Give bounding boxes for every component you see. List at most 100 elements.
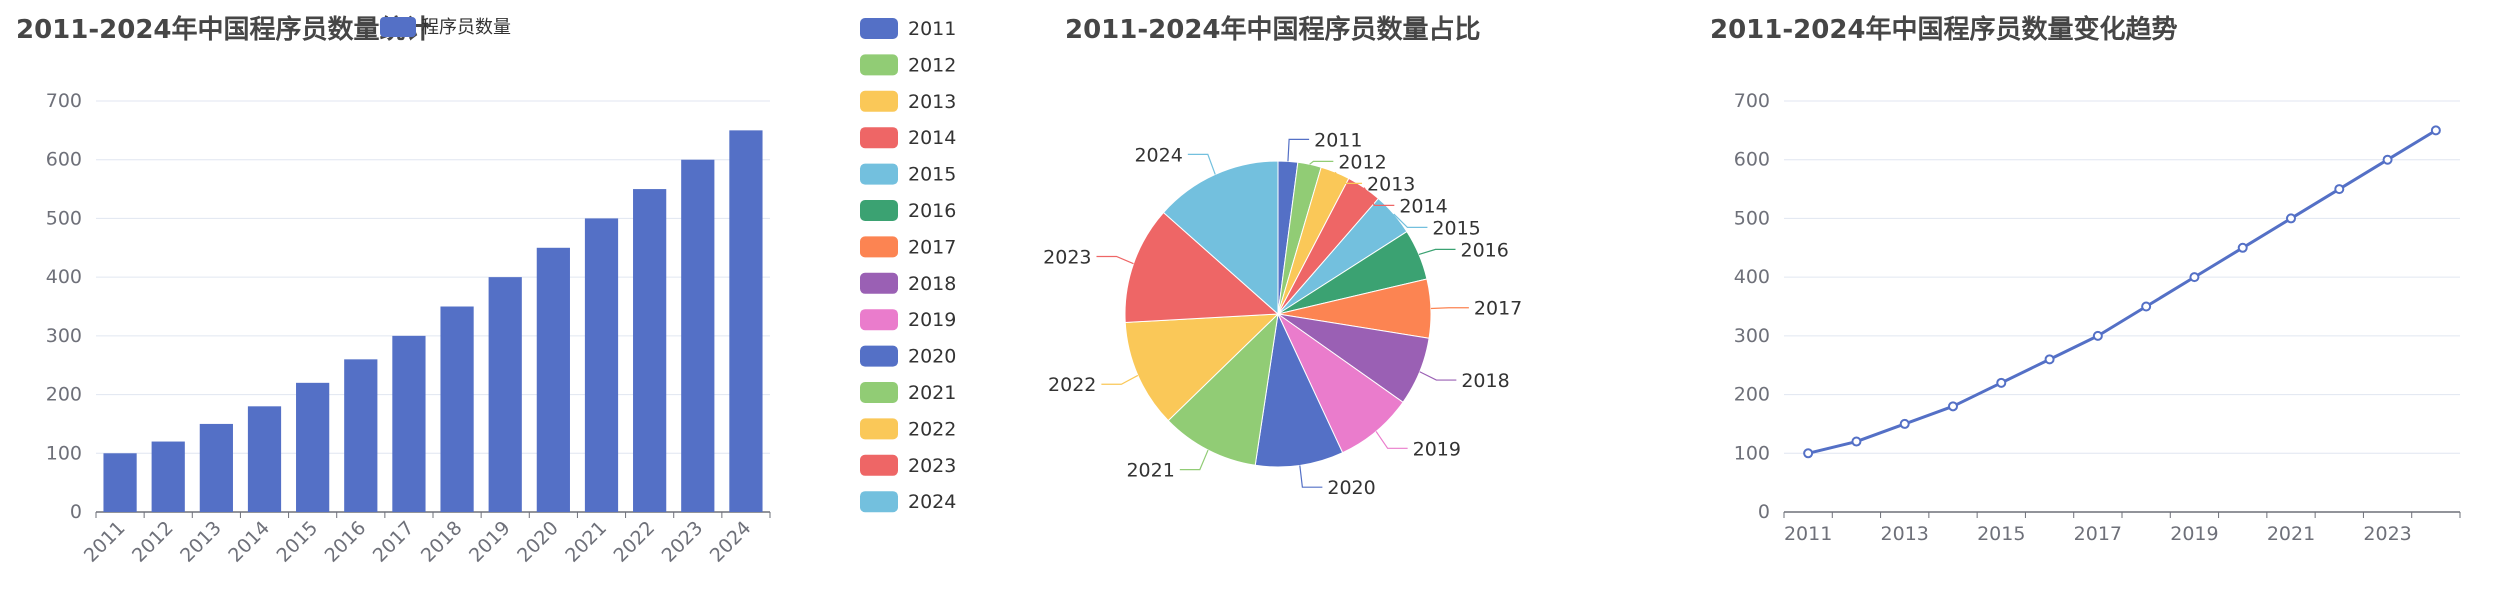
pie-slice <box>1162 160 1279 316</box>
pie-legend-label: 2020 <box>908 346 956 368</box>
pie-legend-swatch <box>860 345 898 367</box>
pie-legend-label: 2023 <box>908 455 956 477</box>
bar-x-tick-label: 2020 <box>513 517 563 567</box>
pie-legend-label: 2022 <box>908 418 956 440</box>
pie-slice-label: 2012 <box>1338 151 1386 173</box>
bar-legend-label: 程序员数量 <box>421 17 511 38</box>
pie-leader-line <box>1101 374 1139 385</box>
pie-leader-line <box>1309 160 1334 165</box>
pie-leader-line <box>1187 153 1216 175</box>
line-x-tick-label: 2021 <box>2267 523 2315 545</box>
pie-slice-label: 2022 <box>1048 374 1096 396</box>
line-y-tick-label: 0 <box>1758 501 1770 523</box>
pie-legend-label: 2016 <box>908 200 956 222</box>
bar-legend-swatch <box>380 17 416 37</box>
line-point <box>1851 436 1862 447</box>
pie-legend-label: 2017 <box>908 236 956 258</box>
pie-slice-label: 2024 <box>1134 144 1182 166</box>
line-y-tick-label: 200 <box>1734 384 1770 406</box>
bar <box>584 218 619 512</box>
pie-leader-line <box>1334 171 1363 184</box>
bar <box>536 247 570 513</box>
line-point <box>2092 330 2103 341</box>
bar-x-tick-label: 2015 <box>272 517 322 567</box>
bar <box>633 189 667 513</box>
line-x-tick-label: 2011 <box>1784 523 1832 545</box>
pie-legend-label: 2011 <box>908 18 956 40</box>
bar-x-tick-label: 2021 <box>561 517 611 567</box>
bar <box>296 382 330 512</box>
pie-legend-label: 2021 <box>908 382 956 404</box>
pie-legend-swatch <box>860 163 898 185</box>
pie-slice <box>1124 313 1280 422</box>
bar <box>199 423 233 512</box>
pie-leader-line <box>1419 371 1457 381</box>
line-point <box>2334 184 2345 195</box>
pie-slice-label: 2021 <box>1126 460 1174 482</box>
bar <box>488 277 522 512</box>
bar <box>392 335 426 512</box>
line-point <box>1899 418 1910 429</box>
line-y-tick-label: 600 <box>1734 149 1770 171</box>
bar-x-tick-label: 2011 <box>80 517 130 567</box>
bar-y-tick-label: 700 <box>46 90 82 112</box>
pie-leader-line <box>1179 449 1209 471</box>
bar-chart: 0100200300400500600700201120122013201420… <box>46 90 771 567</box>
pie-leader-line <box>1393 213 1428 228</box>
pie-leader-line <box>1096 255 1134 265</box>
pie-slice-label: 2013 <box>1367 173 1415 195</box>
pie-legend-label: 2013 <box>908 91 956 113</box>
pie-legend: 2011 2012 2013 2014 2015 2016 2017 2018 2019 2020… <box>860 18 956 513</box>
line-point <box>2237 242 2248 253</box>
bar-y-tick-label: 100 <box>46 442 82 464</box>
pie-slice-label: 2017 <box>1474 298 1522 320</box>
bar <box>729 130 763 512</box>
pie-slice-label: 2019 <box>1413 438 1461 460</box>
bar-x-tick-label: 2014 <box>224 517 274 567</box>
pie-slice-label: 2016 <box>1461 239 1509 261</box>
bar <box>247 406 282 512</box>
pie-legend-label: 2018 <box>908 273 956 295</box>
line-y-tick-label: 100 <box>1734 442 1770 464</box>
line-x-tick-label: 2023 <box>2363 523 2411 545</box>
pie-slice-label: 2011 <box>1314 129 1362 151</box>
line-point <box>1996 377 2007 388</box>
pie-legend-swatch <box>860 54 898 76</box>
line-point <box>1803 448 1814 459</box>
bar-x-tick-label: 2017 <box>369 517 419 567</box>
bar-x-tick-label: 2024 <box>706 517 756 567</box>
pie-leader-line <box>1363 187 1395 206</box>
bar-x-tick-label: 2016 <box>321 517 371 567</box>
pie-legend-swatch <box>860 127 898 149</box>
bar <box>151 441 185 512</box>
line-point <box>2382 154 2393 165</box>
line-x-tick-label: 2019 <box>2170 523 2218 545</box>
pie-slice <box>1254 312 1344 468</box>
line-point <box>2044 354 2055 365</box>
pie-legend-swatch <box>860 272 898 294</box>
line-point <box>2189 272 2200 283</box>
pie-slice-label: 2020 <box>1327 477 1375 499</box>
bar-y-tick-label: 300 <box>46 325 82 347</box>
bar-legend[interactable]: 程序员数量 <box>380 17 511 38</box>
pie-legend-label: 2012 <box>908 54 956 76</box>
line-y-tick-label: 300 <box>1734 325 1770 347</box>
pie-leader-line <box>1287 138 1310 162</box>
bar <box>440 306 474 512</box>
pie-leader-line <box>1299 465 1323 488</box>
bar <box>344 359 378 512</box>
bar-x-tick-label: 2018 <box>417 517 467 567</box>
pie-legend-label: 2024 <box>908 491 956 513</box>
line-point <box>1948 401 1958 412</box>
line-point <box>2286 213 2296 224</box>
bar <box>103 453 137 512</box>
bar-y-tick-label: 600 <box>46 149 82 171</box>
pie-legend-swatch <box>860 90 898 112</box>
bar-y-tick-label: 0 <box>70 501 82 523</box>
line-y-tick-label: 500 <box>1734 207 1770 229</box>
pie-slice-label: 2015 <box>1432 217 1480 239</box>
pie-legend-swatch <box>860 200 898 221</box>
pie-legend-swatch <box>860 491 898 513</box>
pie-slice-label: 2014 <box>1399 195 1447 217</box>
